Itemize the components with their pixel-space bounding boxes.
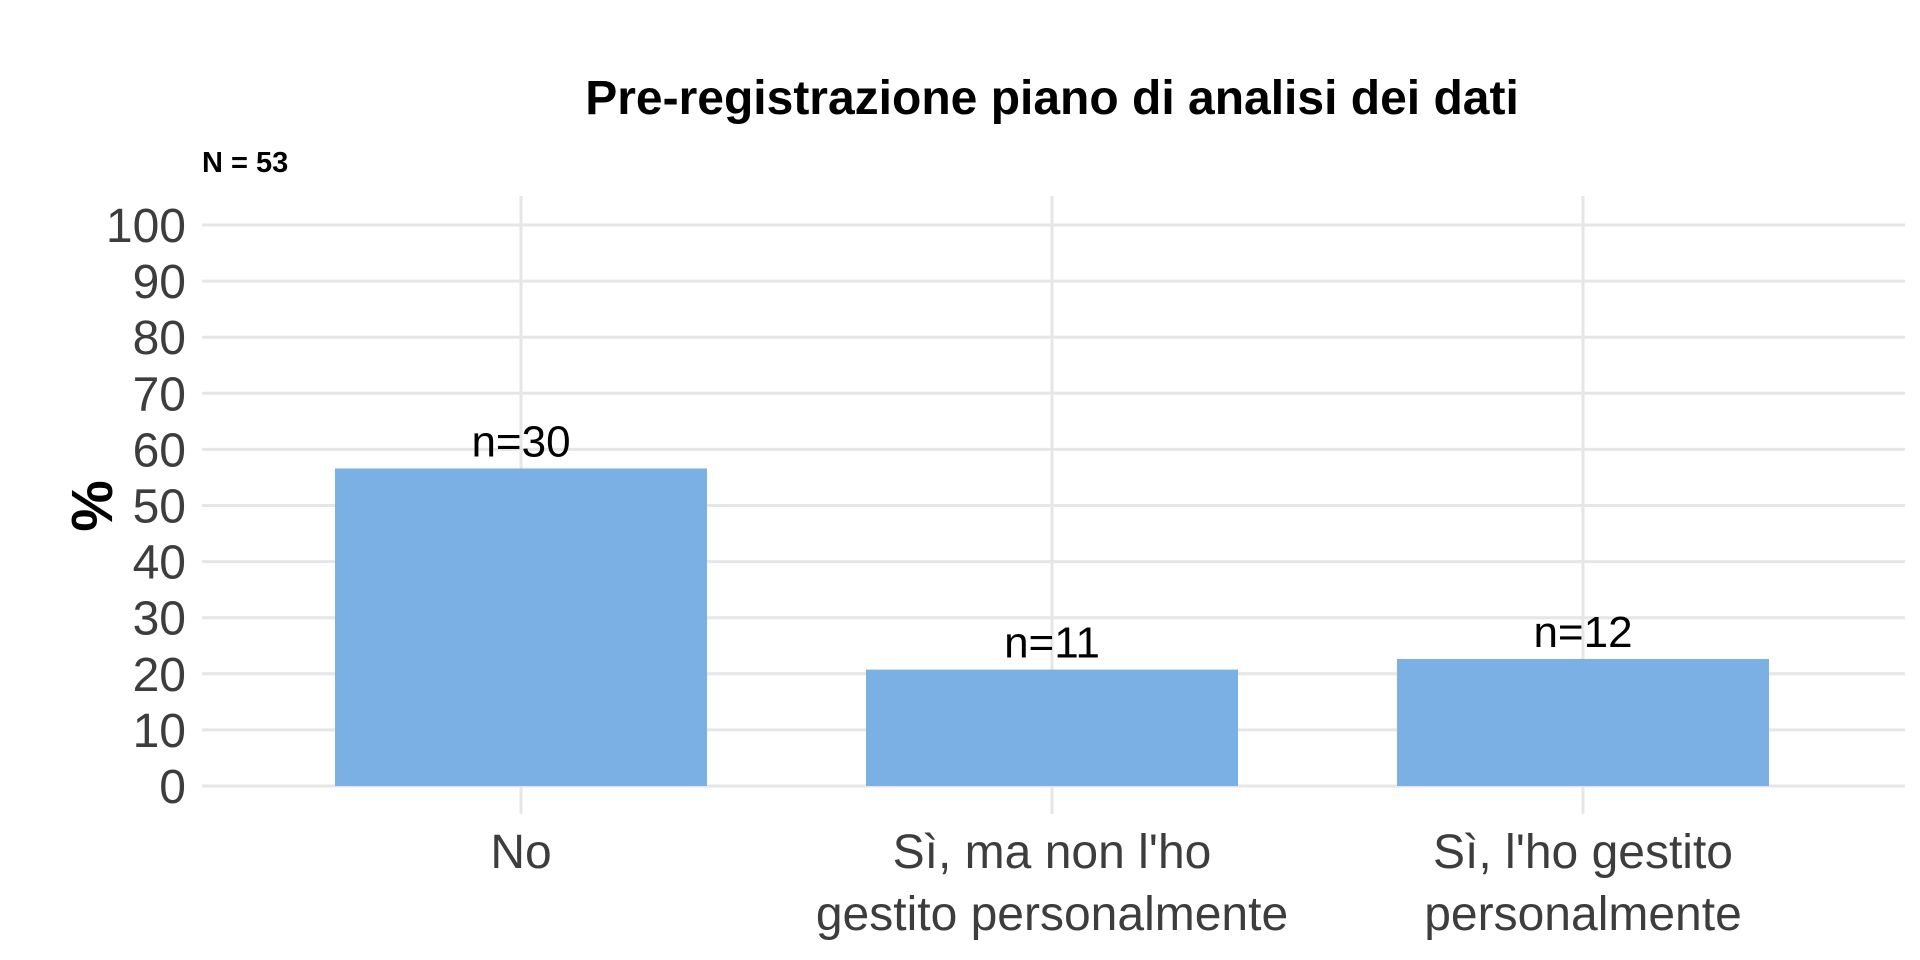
bars — [335, 468, 1769, 786]
x-tick-label-line: Sì, ma non l'ho — [893, 826, 1212, 879]
data-label: n=12 — [1533, 608, 1632, 657]
y-tick-label: 30 — [133, 593, 186, 646]
data-label: n=11 — [1004, 619, 1100, 668]
x-tick-label: Sì, ma non l'ho gestito personalmente — [816, 826, 1288, 941]
y-tick-label: 60 — [133, 424, 186, 477]
y-tick-label: 70 — [133, 368, 186, 421]
x-tick-label: Sì, l'ho gestito personalmente — [1424, 826, 1742, 941]
x-tick-label-line: Sì, l'ho gestito — [1433, 826, 1733, 879]
y-tick-label: 80 — [133, 312, 186, 365]
bar — [1397, 658, 1769, 786]
data-labels: n=30 n=11 n=12 — [471, 417, 1632, 667]
y-tick-label: 20 — [133, 649, 186, 702]
chart-title: Pre-registrazione piano di analisi dei d… — [585, 72, 1519, 125]
y-tick-label: 50 — [133, 481, 186, 534]
x-tick-label-line: No — [490, 826, 551, 879]
y-axis-title: % — [59, 480, 124, 532]
data-label: n=30 — [471, 417, 570, 466]
x-axis-ticks: No Sì, ma non l'ho gestito personalmenteSì… — [490, 826, 1741, 941]
x-tick-label-line: personalmente — [1424, 888, 1742, 941]
x-tick-label: No — [490, 826, 551, 879]
y-tick-label: 0 — [159, 761, 186, 814]
bar — [866, 669, 1238, 786]
x-tick-label-line: gestito personalmente — [816, 888, 1288, 941]
y-tick-label: 10 — [133, 705, 186, 758]
y-tick-label: 40 — [133, 537, 186, 590]
chart-subtitle: N = 53 — [202, 147, 288, 179]
bar — [335, 468, 707, 786]
y-tick-label: 90 — [133, 256, 186, 309]
y-tick-label: 100 — [106, 200, 186, 253]
